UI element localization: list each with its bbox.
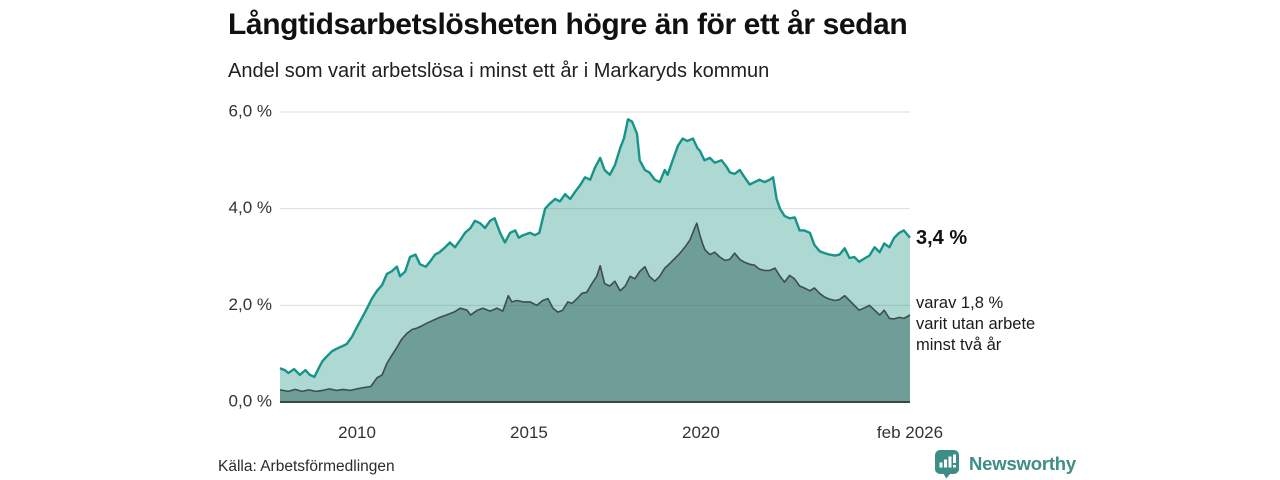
y-tick-label: 4,0 % bbox=[229, 198, 272, 217]
sub-series-annotation-line1: varav 1,8 % bbox=[916, 294, 1004, 312]
newsworthy-bubble-chart-icon bbox=[935, 450, 959, 479]
latest-value-label: 3,4 % bbox=[916, 227, 968, 249]
series2-area bbox=[280, 223, 910, 402]
sub-series-annotation-line2: varit utan arbete bbox=[916, 315, 1036, 333]
x-tick-label: 2010 bbox=[338, 423, 376, 442]
sub-series-annotation-line3: minst två år bbox=[916, 336, 1002, 354]
y-tick-label: 0,0 % bbox=[229, 391, 272, 410]
sub-series-annotation: varav 1,8 % varit utan arbete minst två … bbox=[916, 293, 1035, 356]
source-note: Källa: Arbetsförmedlingen bbox=[218, 458, 395, 475]
series2-line bbox=[279, 222, 911, 393]
x-tick-label: 2015 bbox=[510, 423, 548, 442]
chart-subtitle: Andel som varit arbetslösa i minst ett å… bbox=[228, 60, 770, 82]
newsworthy-logo-text: Newsworthy bbox=[969, 453, 1076, 474]
chart-title: Långtidsarbetslösheten högre än för ett … bbox=[228, 8, 908, 41]
series1-line bbox=[279, 118, 911, 379]
x-tick-label: 2020 bbox=[682, 423, 720, 442]
y-tick-label: 2,0 % bbox=[229, 295, 272, 314]
newsworthy-logo: Newsworthy bbox=[934, 449, 1076, 479]
x-tick-label: feb 2026 bbox=[877, 423, 943, 442]
y-tick-label: 6,0 % bbox=[229, 101, 272, 120]
